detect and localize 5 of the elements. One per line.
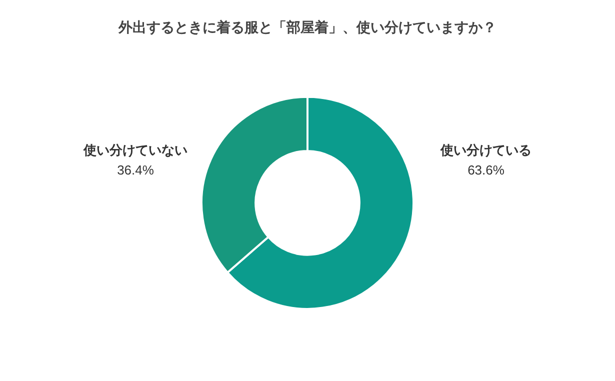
chart-title: 外出するときに着る服と「部屋着」、使い分けていますか？ (118, 19, 496, 36)
data-label: 63.6% (468, 162, 505, 178)
slice-label: 使い分けている (440, 143, 532, 158)
slice-label: 使い分けていない (82, 143, 188, 158)
data-label: 36.4% (117, 162, 154, 178)
